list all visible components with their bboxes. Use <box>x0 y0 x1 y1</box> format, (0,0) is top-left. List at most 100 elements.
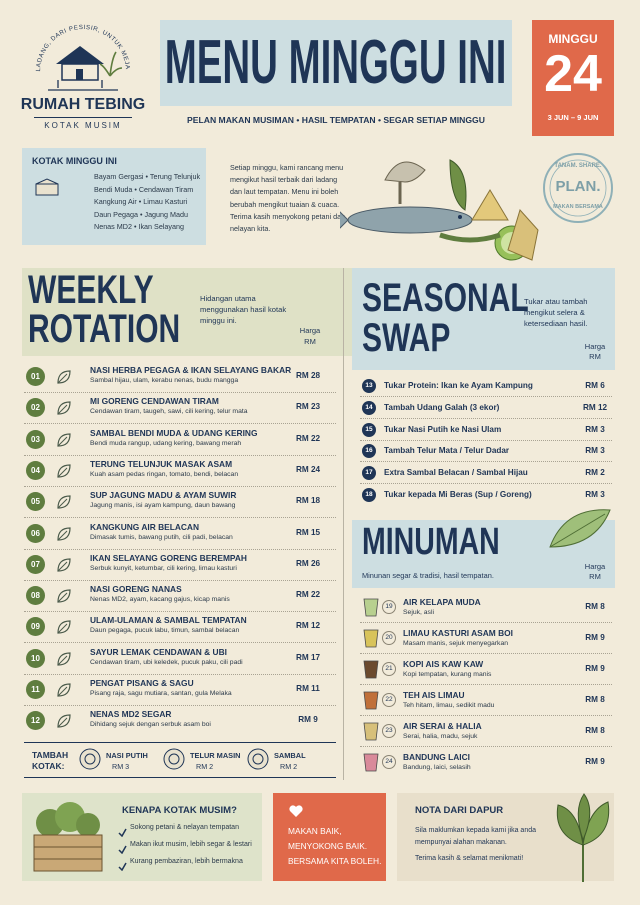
item-desc: Pisang raja, sagu mutiara, santan, gula … <box>90 690 232 697</box>
stamp-main: PLAN. <box>555 178 601 195</box>
row-divider <box>24 423 336 425</box>
note-text: Sila maklumkan kepada kami jika anda mem… <box>415 827 537 846</box>
drink-price: RM 9 <box>585 633 605 642</box>
why-point: Kurang pembaziran, lebih bermakna <box>130 858 243 865</box>
crate-illustration <box>33 802 103 872</box>
drink-name: LIMAU KASTURI ASAM BOI <box>403 628 513 638</box>
item-desc: Nenas MD2, ayam, kacang gajus, kicap man… <box>90 596 230 604</box>
drink-name: TEH AIS LIMAU <box>403 690 465 700</box>
item-number: 10 <box>26 648 45 668</box>
item-icon <box>55 681 73 699</box>
drink-number: 22 <box>382 693 396 707</box>
drink-name: KOPI AIS KAW KAW <box>403 659 484 669</box>
item-number: 03 <box>26 429 45 449</box>
item-price: RM 18 <box>295 496 321 506</box>
week-dates: 3 JUN – 9 JUN <box>547 113 599 122</box>
drink-number: 20 <box>382 631 396 645</box>
addon-icon <box>78 747 102 771</box>
item-number: 05 <box>26 492 45 512</box>
drink-price: RM 9 <box>585 664 605 673</box>
item-icon-svg <box>57 589 71 603</box>
item-name: NASI GORENG NANAS <box>90 584 182 595</box>
stamp-top: TANAM. SHARE. <box>554 163 602 169</box>
swap-name: Tukar Nasi Putih ke Nasi Ulam <box>384 424 502 434</box>
title: MENU MINGGU INI <box>165 27 507 97</box>
drinks-title: MINUMAN <box>362 521 500 563</box>
why-point-row: Sokong petani & nelayan tempatan <box>118 824 260 841</box>
box-item: Nenas MD2 • Ikan Selayang <box>94 222 185 231</box>
item-number: 08 <box>26 586 45 606</box>
item-icon <box>55 368 73 386</box>
swap-price: RM 6 <box>585 381 605 390</box>
week-box <box>532 20 614 136</box>
row-divider <box>360 417 612 419</box>
swap-number: 15 <box>362 422 376 437</box>
slogan: MAKAN BAIK, MENYOKONG BAIK. BERSAMA KITA B… <box>288 824 386 869</box>
swap-number: 18 <box>362 488 376 502</box>
addons-box <box>24 742 336 778</box>
item-number: 01 <box>26 367 45 386</box>
drink-price: RM 8 <box>585 695 605 704</box>
check <box>118 845 127 855</box>
item-name: NASI HERBA PEGAGA & IKAN SELAYANG BAKAR <box>90 365 292 375</box>
addon-price: RM 3 <box>112 762 130 771</box>
why-point-row: Kurang pembaziran, lebih bermakna <box>118 858 260 875</box>
item-desc: Dimasak tumis, bawang putih, cili padi, … <box>90 533 233 541</box>
drink-icon <box>362 720 380 742</box>
drink-icon-svg <box>363 629 379 648</box>
addon-name: NASI PUTIH <box>106 751 148 760</box>
item-number: 12 <box>26 711 45 731</box>
swap-number: 16 <box>362 444 376 459</box>
item-name: PENGAT PISANG & SAGU <box>90 678 194 688</box>
slogan-line: MENYOKONG BAIK. <box>288 841 368 851</box>
drink-icon <box>362 596 380 618</box>
swap-number: 17 <box>362 466 376 481</box>
item-desc: Serbuk kunyit, ketumbar, cili kering, li… <box>90 564 237 572</box>
weekly-title-1: WEEKLY <box>28 268 154 312</box>
row-divider <box>360 483 612 485</box>
intro: Setiap minggu, kami rancang menu mengiku… <box>230 163 346 234</box>
box-panel <box>22 148 206 245</box>
item-icon <box>55 712 73 730</box>
item-name: NENAS MD2 SEGAR <box>90 709 172 720</box>
drink-icon-svg <box>363 753 379 772</box>
box-title: KOTAK MINGGU INI <box>32 156 117 166</box>
check-icon <box>118 858 127 872</box>
item-desc: Dihidang sejuk dengan serbuk asam boi <box>90 721 211 729</box>
item-icon <box>55 399 73 417</box>
item-desc: Bendi muda rangup, udang kering, bawang … <box>90 439 242 447</box>
drink-icon <box>362 689 380 711</box>
drink-desc: Serai, halia, madu, sejuk <box>403 733 478 740</box>
drink-name: BANDUNG LAICI <box>403 752 470 762</box>
swap-price: RM 3 <box>585 490 605 499</box>
addon-icon-svg <box>79 748 101 770</box>
produce-illustration <box>340 159 539 261</box>
weekly-description: Hidangan utama menggunakan hasil kotak m… <box>200 294 287 325</box>
item-desc: Daun pegaga, pucuk labu, timun, sambal b… <box>90 627 240 635</box>
item-icon <box>55 650 73 668</box>
swap-number: 14 <box>362 400 376 415</box>
drink-name: AIR KELAPA MUDA <box>403 597 481 607</box>
note-thanks: Terima kasih & selamat menikmati! <box>415 855 524 862</box>
item-name: SAYUR LEMAK CENDAWAN & UBI <box>90 646 227 657</box>
row-divider <box>24 485 336 487</box>
item-price: RM 28 <box>295 371 321 380</box>
item-price: RM 9 <box>298 715 318 725</box>
item-name: IKAN SELAYANG GORENG BEREMPAH <box>90 552 247 563</box>
item-icon <box>55 618 73 636</box>
seasonal-header <box>352 268 615 370</box>
drink-icon-svg <box>363 598 379 617</box>
swap-name: Tukar Protein: Ikan ke Ayam Kampung <box>384 381 533 390</box>
drink-price: RM 8 <box>585 726 605 735</box>
why-point: Makan ikut musim, lebih segar & lestari <box>130 841 252 848</box>
weekly-price-header-1: Harga <box>299 326 321 335</box>
drink-icon <box>362 627 380 649</box>
addon-name: TELUR MASIN <box>190 751 241 760</box>
swap-price: RM 2 <box>585 468 605 478</box>
addon-icon-svg <box>163 748 185 770</box>
swap-price: RM 3 <box>585 446 605 456</box>
row-divider <box>360 715 612 716</box>
seasonal-title-2: SWAP <box>362 316 451 360</box>
